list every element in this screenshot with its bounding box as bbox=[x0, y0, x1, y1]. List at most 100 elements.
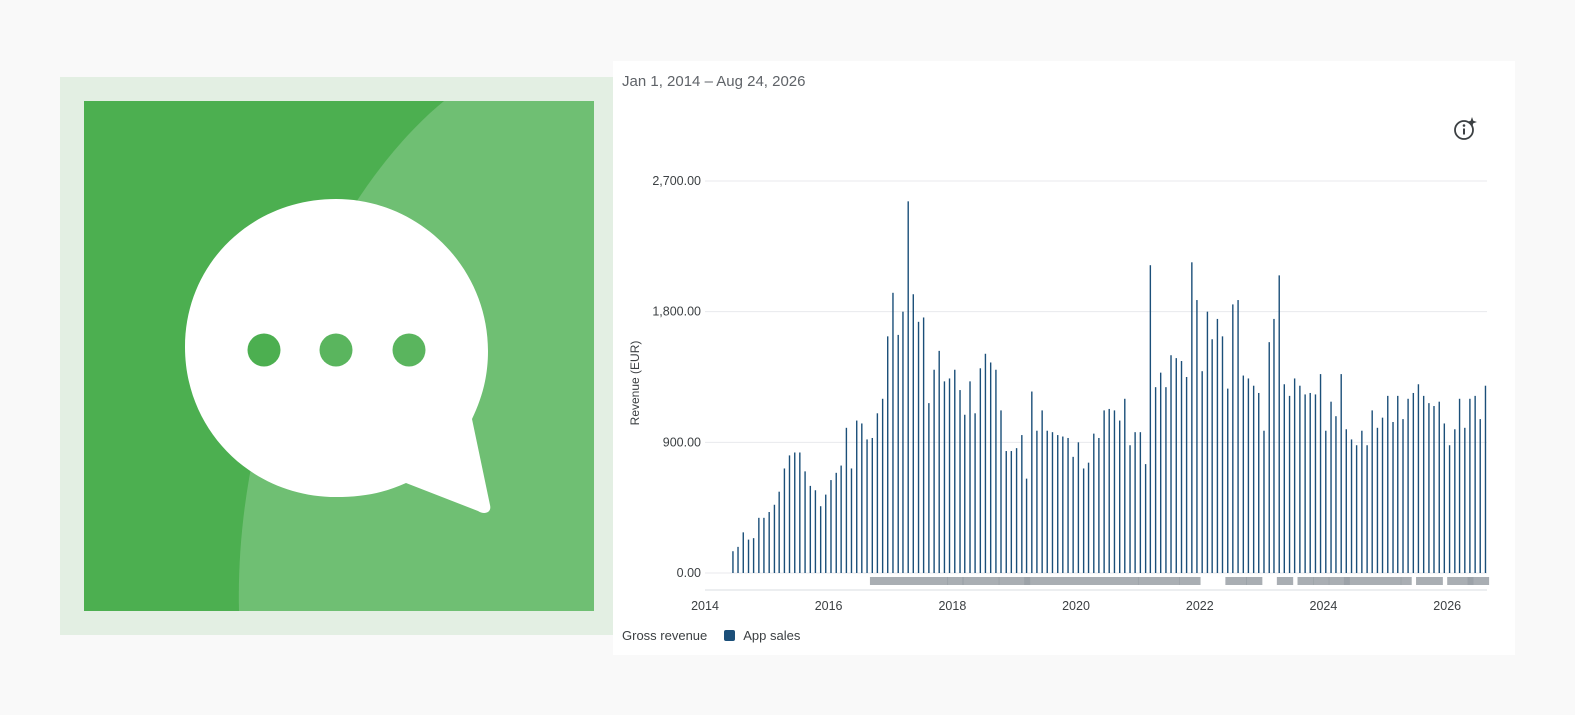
bar bbox=[1454, 429, 1456, 573]
bar bbox=[742, 532, 744, 573]
bar bbox=[1381, 417, 1384, 573]
bar bbox=[1428, 403, 1430, 573]
bar bbox=[1278, 275, 1280, 573]
bar bbox=[1180, 361, 1183, 573]
bar bbox=[1082, 468, 1085, 573]
bar bbox=[1191, 262, 1193, 573]
bar bbox=[1010, 451, 1013, 573]
bar bbox=[773, 504, 776, 573]
bar bbox=[1247, 378, 1250, 573]
event-marker bbox=[1447, 577, 1474, 585]
bar bbox=[856, 420, 858, 573]
bar bbox=[1221, 336, 1224, 573]
bar bbox=[959, 390, 961, 573]
bar bbox=[1304, 394, 1306, 573]
bar bbox=[1397, 395, 1399, 573]
bar bbox=[933, 369, 935, 573]
y-tick-label: 2,700.00 bbox=[652, 174, 701, 188]
x-tick-label: 2026 bbox=[1433, 599, 1461, 613]
event-marker bbox=[869, 577, 949, 585]
bar bbox=[948, 378, 951, 573]
bar bbox=[1330, 401, 1332, 573]
bar bbox=[1355, 445, 1358, 573]
bar bbox=[1371, 410, 1373, 573]
bar bbox=[809, 485, 812, 573]
y-tick-label: 1,800.00 bbox=[652, 305, 701, 319]
bar bbox=[1196, 300, 1198, 573]
bar bbox=[1309, 392, 1311, 573]
bar bbox=[1134, 432, 1136, 573]
bar bbox=[1407, 398, 1409, 573]
bar bbox=[922, 317, 925, 573]
bar bbox=[1129, 445, 1131, 573]
bar bbox=[737, 546, 739, 573]
event-marker bbox=[1343, 577, 1402, 585]
bar bbox=[830, 480, 832, 573]
bar bbox=[984, 353, 987, 573]
y-tick-label: 0.00 bbox=[677, 566, 701, 580]
dot-1 bbox=[247, 333, 281, 367]
bar bbox=[1124, 398, 1126, 573]
bar bbox=[1031, 391, 1033, 573]
bar bbox=[1299, 385, 1301, 573]
bar bbox=[1165, 387, 1167, 573]
bar bbox=[1263, 430, 1265, 573]
x-tick-label: 2022 bbox=[1186, 599, 1214, 613]
bar bbox=[1350, 439, 1353, 573]
legend-label-app-sales[interactable]: App sales bbox=[743, 628, 801, 643]
insights-button[interactable] bbox=[1451, 115, 1479, 143]
event-marker bbox=[1416, 577, 1443, 585]
bar bbox=[814, 490, 817, 573]
bar bbox=[763, 517, 765, 573]
bar bbox=[819, 506, 822, 573]
bar bbox=[758, 517, 760, 573]
bar bbox=[1051, 432, 1054, 573]
bar bbox=[1201, 371, 1203, 573]
bar bbox=[912, 294, 914, 573]
bar bbox=[1077, 442, 1080, 573]
bar bbox=[902, 311, 904, 573]
bar bbox=[752, 538, 755, 573]
event-marker bbox=[1297, 577, 1314, 585]
bar bbox=[1458, 398, 1461, 573]
bar bbox=[1206, 311, 1209, 573]
bar bbox=[768, 512, 770, 573]
bar bbox=[1067, 437, 1069, 573]
x-tick-label: 2024 bbox=[1310, 599, 1338, 613]
bar bbox=[1361, 430, 1363, 573]
bar bbox=[1479, 419, 1481, 573]
app-icon-frame bbox=[60, 77, 613, 635]
bar bbox=[840, 465, 842, 573]
bar bbox=[1025, 478, 1028, 573]
bar bbox=[887, 336, 889, 573]
bar bbox=[1232, 304, 1234, 573]
bar bbox=[1314, 394, 1317, 573]
bar bbox=[794, 452, 796, 573]
bar bbox=[1144, 464, 1147, 573]
bar bbox=[1319, 374, 1322, 573]
bar bbox=[1139, 432, 1142, 573]
gridlines bbox=[705, 180, 1487, 574]
bar bbox=[1072, 456, 1074, 573]
bar bbox=[1283, 384, 1286, 573]
bar bbox=[1170, 355, 1172, 573]
event-marker bbox=[998, 577, 1031, 585]
bar bbox=[1185, 377, 1188, 573]
legend-title: Gross revenue bbox=[622, 628, 708, 643]
bar bbox=[1216, 318, 1219, 573]
bar bbox=[1335, 416, 1337, 573]
dot-2 bbox=[319, 333, 353, 367]
bar bbox=[1387, 395, 1389, 573]
y-axis-label: Revenue (EUR) bbox=[628, 341, 642, 426]
bar bbox=[1412, 392, 1415, 573]
bar bbox=[850, 468, 853, 573]
bar bbox=[1093, 433, 1095, 573]
bar bbox=[1159, 372, 1162, 573]
legend-swatch-app-sales bbox=[724, 630, 736, 641]
bar bbox=[866, 439, 868, 573]
bar bbox=[1392, 422, 1394, 573]
event-marker bbox=[1137, 577, 1180, 585]
date-range-label: Jan 1, 2014 – Aug 24, 2026 bbox=[622, 73, 806, 90]
bar bbox=[1288, 395, 1291, 573]
x-tick-label: 2020 bbox=[1062, 599, 1090, 613]
